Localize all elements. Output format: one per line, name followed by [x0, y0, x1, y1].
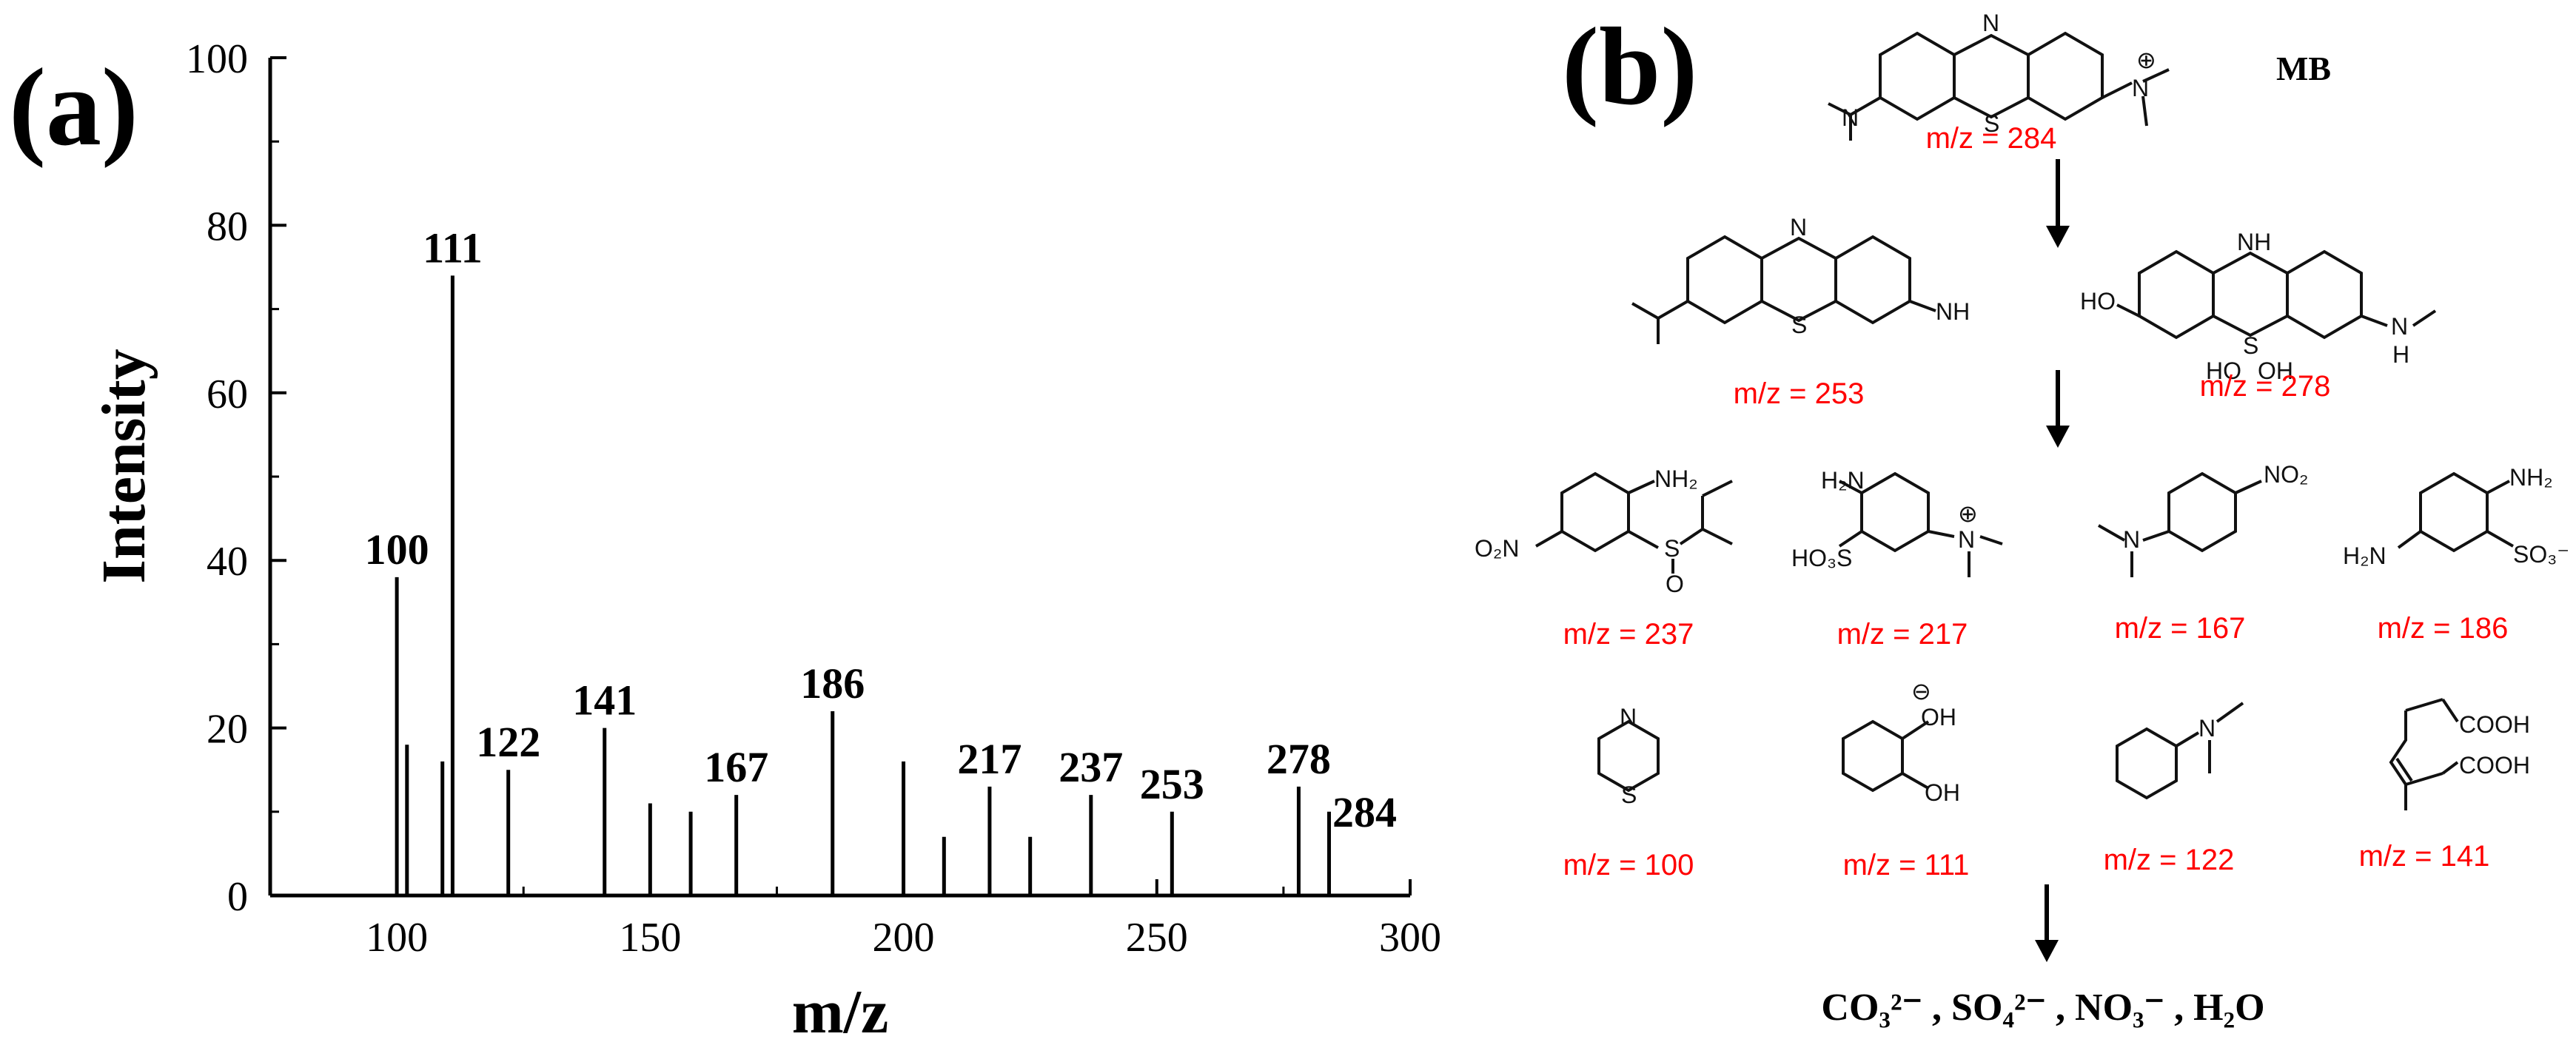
mb-atom-n-left: N: [1842, 104, 1859, 131]
peak-bars: [395, 275, 1331, 896]
y-tick-label: 60: [207, 372, 248, 417]
s237-atom-s: S: [1664, 535, 1680, 562]
x-tick-label: 200: [873, 915, 935, 961]
mz-label-253: m/z = 253: [1734, 377, 1865, 410]
s186-atom-nh2: NH₂: [2509, 464, 2553, 491]
s167-atom-n: N: [2123, 526, 2140, 553]
structure-253: N S NH m/z = 253: [1631, 214, 1970, 410]
final-products: CO₃²⁻ , SO₄²⁻ , NO₃⁻ , H₂O: [1821, 987, 2264, 1029]
peak-label-186: 186: [800, 659, 865, 708]
y-tick-label: 0: [227, 874, 248, 920]
s278-atom-ho-bottom: HO: [2206, 357, 2241, 384]
structure-278: NH S HO HO OH N H m/z = 278: [2080, 229, 2437, 403]
panel-b: (b) N S N N ⊕ MB m/z = 284: [1475, 5, 2569, 1029]
x-tick-label: 300: [1379, 915, 1441, 961]
s100-atom-n: N: [1620, 704, 1637, 730]
panel-a-label: (a): [9, 46, 138, 169]
x-tick-label: 100: [366, 915, 428, 961]
y-tick-label: 20: [207, 707, 248, 753]
mz-label-284: m/z = 284: [1926, 122, 2057, 155]
mb-atom-s-ring: S: [1984, 110, 1999, 137]
s253-atom-nh: NH: [1936, 298, 1970, 325]
peak-label-141: 141: [572, 676, 637, 725]
s111-minus-charge-icon: ⊖: [1911, 678, 1931, 705]
x-tick-label: 250: [1126, 915, 1188, 961]
s217-atom-n: N: [1958, 526, 1975, 553]
mb-atom-n-ring: N: [1982, 10, 1999, 36]
y-ticks: 0 20 40 60 80 100: [186, 36, 286, 920]
mz-label-237: m/z = 237: [1563, 618, 1694, 651]
structure-237: NH₂ O₂N S O m/z = 237: [1475, 466, 1733, 651]
s237-atom-nh2: NH₂: [1654, 466, 1698, 492]
peak-label-278: 278: [1267, 735, 1331, 783]
s122-atom-n: N: [2198, 715, 2216, 742]
s278-atom-n-right: N: [2391, 313, 2408, 340]
structure-111: ⊖ OH OH m/z = 111: [1842, 678, 1970, 881]
s186-atom-h2n: H₂N: [2343, 542, 2387, 569]
structure-186: NH₂ SO₃⁻ H₂N m/z = 186: [2343, 464, 2569, 645]
s278-atom-s: S: [2243, 332, 2258, 359]
s167-atom-no2: NO₂: [2264, 461, 2308, 488]
peak-label-237: 237: [1059, 743, 1123, 791]
s217-plus-charge-icon: ⊕: [1958, 500, 1978, 527]
s253-atom-s: S: [1791, 312, 1807, 338]
arrow-3: [2035, 884, 2059, 962]
arrow-1: [2046, 159, 2070, 248]
structure-217: H₂N HO₃S N ⊕ m/z = 217: [1791, 467, 2003, 651]
panel-a: (a) 0 20 40 60 80 100 100 150 200 250 300 Intensi…: [9, 36, 1441, 1045]
s278-atom-nh-top: NH: [2237, 229, 2271, 255]
peak-label-100: 100: [365, 525, 429, 574]
s186-atom-so3: SO₃⁻: [2513, 541, 2569, 568]
mb-plus-charge-icon: ⊕: [2136, 47, 2156, 73]
peak-label-122: 122: [476, 718, 540, 766]
s141-atom-cooh-top: COOH: [2459, 711, 2530, 738]
mz-label-111: m/z = 111: [1843, 849, 1970, 881]
structure-141: COOH COOH m/z = 141: [2359, 698, 2530, 873]
mz-label-186: m/z = 186: [2378, 612, 2509, 645]
y-tick-label: 100: [186, 36, 248, 82]
s278-atom-h-right: H: [2392, 341, 2409, 368]
mz-label-217: m/z = 217: [1837, 618, 1968, 651]
s278-atom-oh-bottom: OH: [2258, 357, 2293, 384]
s237-atom-o2n: O₂N: [1475, 535, 1519, 562]
mz-label-122: m/z = 122: [2104, 844, 2235, 876]
plot-axes: 0 20 40 60 80 100 100 150 200 250 300: [186, 36, 1441, 961]
s111-atom-oh-top: OH: [1921, 704, 1956, 730]
s217-atom-ho3s: HO₃S: [1791, 545, 1852, 571]
peak-label-167: 167: [704, 743, 768, 791]
peak-label-111: 111: [423, 224, 483, 272]
panel-b-label: (b): [1562, 5, 1697, 128]
structure-167: N NO₂ m/z = 167: [2098, 461, 2308, 645]
y-tick-label: 80: [207, 204, 248, 249]
x-ticks: 100 150 200 250 300: [269, 879, 1441, 961]
structure-122: N m/z = 122: [2104, 702, 2244, 876]
arrow-2: [2046, 370, 2070, 448]
s217-atom-h2n: H₂N: [1821, 467, 1865, 494]
s100-atom-s: S: [1621, 782, 1637, 808]
peak-label-217: 217: [957, 735, 1022, 783]
peak-label-253: 253: [1140, 760, 1204, 808]
structure-mb: N S N N ⊕ MB m/z = 284: [1828, 10, 2331, 155]
y-axis-title: Intensity: [90, 349, 158, 583]
s253-atom-n: N: [1790, 214, 1807, 241]
peak-label-284: 284: [1332, 788, 1397, 836]
x-axis-title: m/z: [792, 978, 889, 1045]
mz-label-141: m/z = 141: [2359, 840, 2490, 873]
structure-100: N S m/z = 100: [1563, 704, 1694, 881]
x-tick-label: 150: [619, 915, 681, 961]
mb-atom-n-right: N: [2132, 75, 2149, 101]
s237-atom-o: O: [1666, 571, 1684, 597]
s141-atom-cooh-bottom: COOH: [2459, 752, 2530, 779]
mz-label-167: m/z = 167: [2115, 612, 2246, 645]
s278-atom-ho-left: HO: [2080, 288, 2116, 315]
mz-label-100: m/z = 100: [1563, 849, 1694, 881]
y-tick-label: 40: [207, 539, 248, 585]
s111-atom-oh-bottom: OH: [1925, 779, 1960, 806]
mz-label-278: m/z = 278: [2200, 370, 2331, 403]
mb-name: MB: [2276, 50, 2331, 87]
